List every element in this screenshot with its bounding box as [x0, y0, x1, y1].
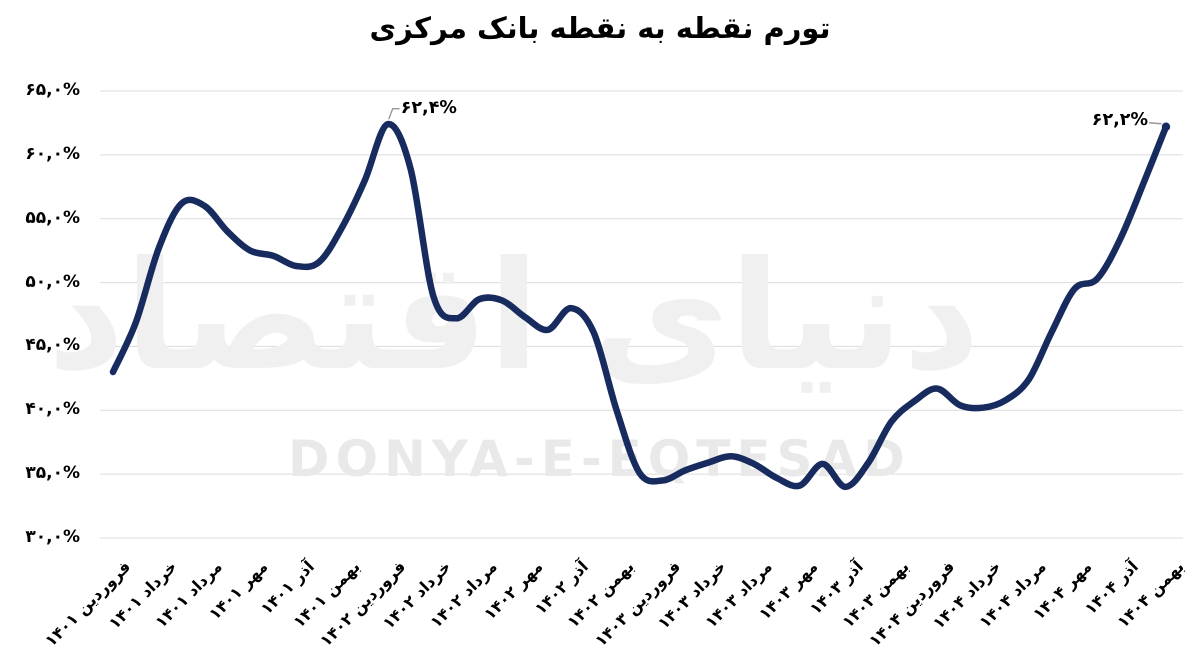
y-axis-tick-label: ۵۵,۰% [25, 207, 80, 228]
y-axis-tick-label: ۴۵,۰% [25, 335, 80, 356]
watermark-persian-logo: دنیای اقتصاد [47, 230, 980, 404]
y-axis-tick-label: ۵۰,۰% [25, 271, 80, 292]
end-annotation-leader-line [1148, 122, 1162, 125]
y-axis-tick-label: ۶۵,۰% [25, 80, 80, 100]
y-axis-tick-label: ۳۵,۰% [25, 463, 80, 484]
y-axis-tick-label: ۶۰,۰% [25, 143, 80, 164]
watermark-latin-text: DONYA-E-EQTESAD [288, 430, 911, 488]
last-point-marker [1161, 122, 1171, 131]
y-axis-tick-label: ۴۰,۰% [25, 399, 80, 420]
peak-value-annotation: ۶۲,۴% [400, 98, 457, 119]
chart-title: تورم نقطه به نقطه بانک مرکزی [369, 11, 831, 45]
inflation-line-series [109, 120, 1170, 491]
latest-value-annotation: ۶۲,۲% [1091, 109, 1148, 130]
y-axis-tick-label: ۳۰,۰% [25, 527, 80, 547]
peak-annotation-leader-line [388, 108, 400, 120]
